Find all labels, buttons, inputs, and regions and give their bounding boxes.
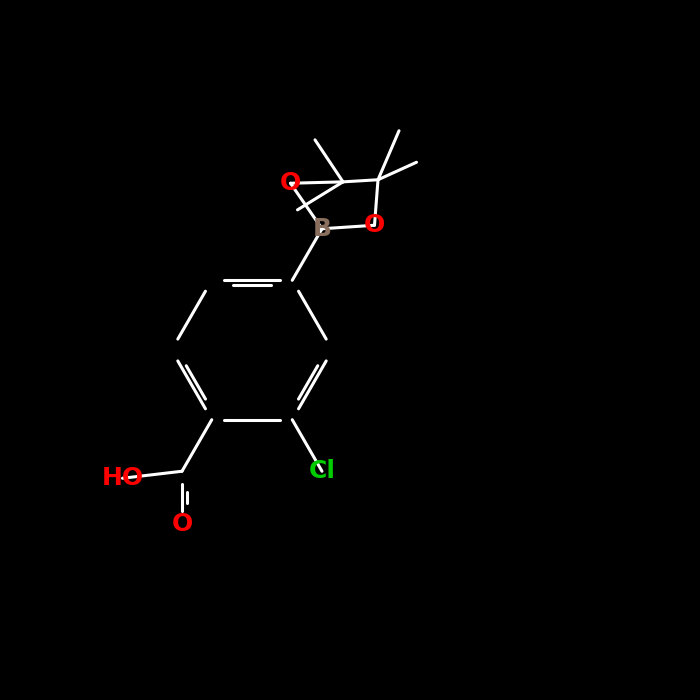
Text: O: O — [280, 172, 301, 195]
Text: Cl: Cl — [309, 459, 335, 483]
Text: O: O — [364, 214, 385, 237]
Text: HO: HO — [102, 466, 144, 490]
Text: B: B — [312, 217, 332, 241]
Text: O: O — [172, 512, 193, 536]
